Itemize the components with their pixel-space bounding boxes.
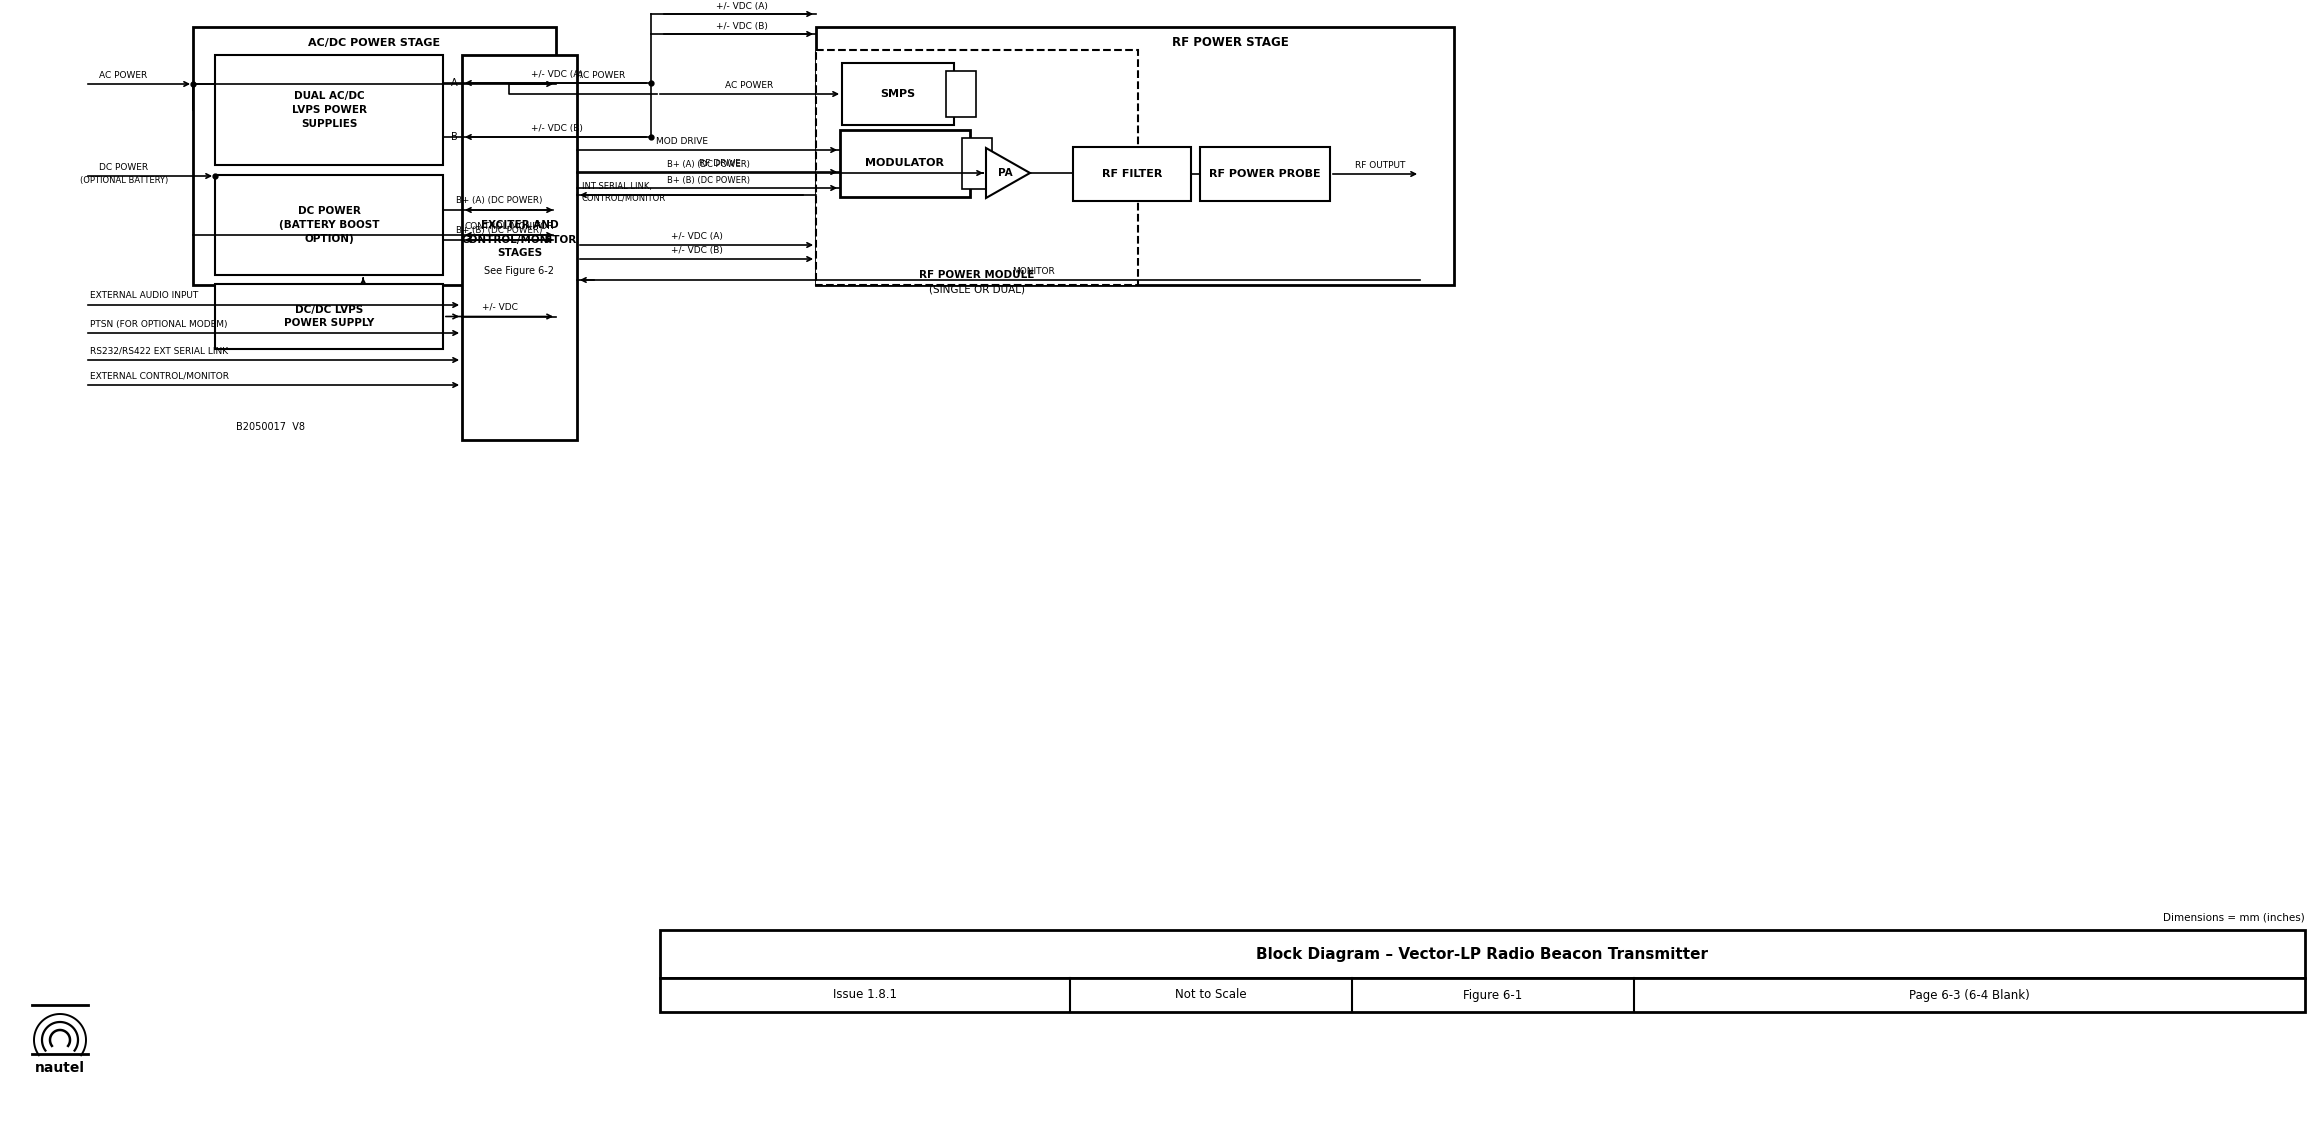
Text: B: B [451,132,458,142]
Polygon shape [985,148,1029,198]
Text: EXTERNAL AUDIO INPUT: EXTERNAL AUDIO INPUT [90,291,199,300]
Text: CONTROL/MONITOR: CONTROL/MONITOR [463,234,578,244]
Bar [659,930,2306,978]
Bar [463,55,576,440]
Bar [192,27,555,285]
Text: (BATTERY BOOST: (BATTERY BOOST [280,220,379,229]
Text: B+ (B) (DC POWER): B+ (B) (DC POWER) [456,226,544,235]
Bar [840,130,969,197]
Bar [962,138,992,189]
Text: AC POWER: AC POWER [576,71,625,80]
Text: RF POWER MODULE: RF POWER MODULE [918,270,1034,280]
Text: EXCITER AND: EXCITER AND [481,220,557,231]
Text: DC/DC LVPS: DC/DC LVPS [294,305,363,315]
Text: SUPPLIES: SUPPLIES [301,119,356,129]
Text: RS232/RS422 EXT SERIAL LINK: RS232/RS422 EXT SERIAL LINK [90,346,229,356]
Text: DC POWER: DC POWER [298,206,361,216]
Text: DC POWER: DC POWER [99,162,148,171]
Text: INT SERIAL LINK,: INT SERIAL LINK, [583,181,652,190]
Text: AC POWER: AC POWER [99,71,148,80]
Text: RF OUTPUT: RF OUTPUT [1355,161,1406,170]
Bar [659,978,2306,1012]
Text: RF POWER STAGE: RF POWER STAGE [1173,36,1288,50]
Text: STAGES: STAGES [497,249,541,259]
Bar [1073,147,1191,201]
Text: Dimensions = mm (inches): Dimensions = mm (inches) [2163,914,2306,922]
Text: LVPS POWER: LVPS POWER [291,105,365,115]
Text: OPTION): OPTION) [303,234,354,244]
Text: (SINGLE OR DUAL): (SINGLE OR DUAL) [930,284,1025,294]
Text: (OPTIONAL BATTERY): (OPTIONAL BATTERY) [81,177,169,186]
Text: POWER SUPPLY: POWER SUPPLY [284,318,375,328]
Text: Figure 6-1: Figure 6-1 [1464,989,1522,1001]
Bar [946,71,976,117]
Text: CONTROL/MONITOR: CONTROL/MONITOR [583,193,666,202]
Text: RF FILTER: RF FILTER [1101,169,1161,179]
Text: DUAL AC/DC: DUAL AC/DC [294,91,365,101]
Bar [215,284,444,349]
Text: RF DRIVE: RF DRIVE [699,160,740,169]
Text: +/- VDC (A): +/- VDC (A) [532,71,583,80]
Text: Not to Scale: Not to Scale [1175,989,1247,1001]
Text: AC POWER: AC POWER [726,81,773,90]
Text: EXTERNAL CONTROL/MONITOR: EXTERNAL CONTROL/MONITOR [90,371,229,380]
Text: AC/DC POWER STAGE: AC/DC POWER STAGE [308,38,439,48]
Text: nautel: nautel [35,1061,86,1076]
Text: Block Diagram – Vector-LP Radio Beacon Transmitter: Block Diagram – Vector-LP Radio Beacon T… [1256,946,1709,962]
Text: A: A [451,78,458,88]
Text: +/- VDC: +/- VDC [481,303,518,312]
Text: MODULATOR: MODULATOR [865,159,944,169]
Text: B+ (A) (DC POWER): B+ (A) (DC POWER) [666,160,749,169]
Bar [215,176,444,274]
Text: SMPS: SMPS [881,89,916,99]
Text: RF POWER PROBE: RF POWER PROBE [1210,169,1321,179]
Text: +/- VDC (A): +/- VDC (A) [671,232,722,241]
Text: +/- VDC (B): +/- VDC (B) [671,245,722,254]
Bar [816,50,1138,285]
Text: MOD DRIVE: MOD DRIVE [657,136,708,145]
Bar [842,63,953,125]
Bar [215,55,444,165]
Bar [1200,147,1330,201]
Text: B2050017  V8: B2050017 V8 [236,422,305,432]
Text: +/- VDC (B): +/- VDC (B) [715,21,768,30]
Text: CONTROL/MONITOR: CONTROL/MONITOR [465,222,553,231]
Text: Page 6-3 (6-4 Blank): Page 6-3 (6-4 Blank) [1908,989,2031,1001]
Text: PA: PA [999,168,1013,178]
Text: See Figure 6-2: See Figure 6-2 [483,267,555,277]
Text: MONITOR: MONITOR [1013,267,1055,276]
Text: B+ (B) (DC POWER): B+ (B) (DC POWER) [666,176,749,184]
Text: B+ (A) (DC POWER): B+ (A) (DC POWER) [456,197,544,206]
Text: PTSN (FOR OPTIONAL MODEM): PTSN (FOR OPTIONAL MODEM) [90,319,227,328]
Text: Issue 1.8.1: Issue 1.8.1 [833,989,897,1001]
Text: +/- VDC (B): +/- VDC (B) [532,125,583,134]
Bar [816,27,1455,285]
Text: +/- VDC (A): +/- VDC (A) [715,1,768,10]
